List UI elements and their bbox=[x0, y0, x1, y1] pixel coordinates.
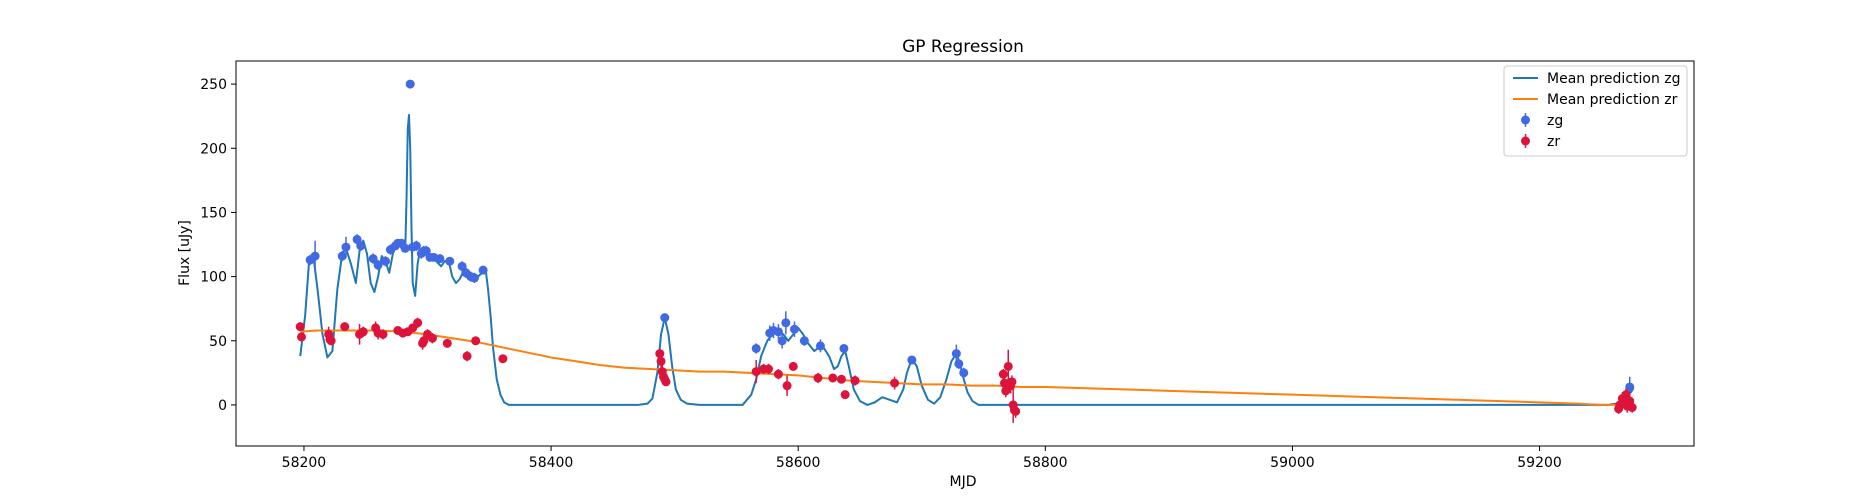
data-point bbox=[311, 252, 320, 261]
data-point bbox=[907, 356, 916, 365]
data-point bbox=[297, 332, 306, 341]
data-point bbox=[327, 336, 336, 345]
data-point bbox=[839, 344, 848, 353]
y-tick-label: 200 bbox=[200, 141, 227, 157]
data-point bbox=[1004, 362, 1013, 371]
legend: Mean prediction zg Mean prediction zr zg… bbox=[1504, 66, 1687, 156]
data-point bbox=[471, 336, 480, 345]
legend-label-zr-points: zr bbox=[1547, 134, 1560, 150]
data-point bbox=[359, 327, 368, 336]
x-tick-label: 58800 bbox=[1023, 455, 1068, 471]
data-point bbox=[774, 370, 783, 379]
data-point bbox=[1007, 377, 1016, 386]
legend-swatch-zg-points bbox=[1521, 116, 1530, 125]
legend-swatch-zr-points bbox=[1521, 137, 1530, 146]
y-tick-label: 0 bbox=[218, 398, 227, 414]
x-tick-label: 58200 bbox=[282, 455, 327, 471]
data-point bbox=[655, 349, 664, 358]
y-tick-label: 150 bbox=[200, 205, 227, 221]
data-point bbox=[789, 362, 798, 371]
data-point bbox=[837, 375, 846, 384]
data-point bbox=[752, 344, 761, 353]
data-point bbox=[463, 352, 472, 361]
data-point bbox=[341, 243, 350, 252]
legend-label-zg-line: Mean prediction zg bbox=[1547, 71, 1681, 87]
x-tick-label: 58600 bbox=[776, 455, 821, 471]
data-point bbox=[813, 373, 822, 382]
data-point bbox=[470, 273, 479, 282]
data-point bbox=[445, 257, 454, 266]
data-point bbox=[790, 325, 799, 334]
data-point bbox=[428, 334, 437, 343]
chart-title: GP Regression bbox=[902, 37, 1024, 57]
data-point bbox=[851, 376, 860, 385]
data-point bbox=[764, 365, 773, 374]
data-point bbox=[296, 322, 305, 331]
y-tick-label: 250 bbox=[200, 77, 227, 93]
data-point bbox=[657, 357, 666, 366]
data-point bbox=[816, 341, 825, 350]
data-point bbox=[660, 313, 669, 322]
data-point bbox=[778, 336, 787, 345]
data-point bbox=[959, 368, 968, 377]
y-tick-label: 100 bbox=[200, 270, 227, 286]
data-point bbox=[443, 339, 452, 348]
data-point bbox=[954, 359, 963, 368]
data-point bbox=[781, 318, 790, 327]
x-tick-label: 59200 bbox=[1517, 455, 1562, 471]
legend-label-zr-line: Mean prediction zr bbox=[1547, 92, 1678, 108]
data-point bbox=[498, 354, 507, 363]
y-axis-label: Flux [uJy] bbox=[177, 220, 193, 286]
data-point bbox=[406, 80, 415, 89]
data-point bbox=[381, 257, 390, 266]
x-tick-label: 58400 bbox=[529, 455, 574, 471]
data-point bbox=[1628, 403, 1637, 412]
data-point bbox=[379, 330, 388, 339]
data-point bbox=[340, 322, 349, 331]
data-point bbox=[800, 336, 809, 345]
data-point bbox=[479, 266, 488, 275]
data-point bbox=[952, 349, 961, 358]
data-point bbox=[661, 377, 670, 386]
data-point bbox=[435, 254, 444, 263]
data-point bbox=[890, 379, 899, 388]
x-tick-label: 59000 bbox=[1270, 455, 1315, 471]
data-point bbox=[413, 318, 422, 327]
data-point bbox=[841, 390, 850, 399]
data-point bbox=[999, 370, 1008, 379]
data-point bbox=[356, 241, 365, 250]
data-point bbox=[828, 373, 837, 382]
y-tick-label: 50 bbox=[209, 334, 227, 350]
data-point bbox=[783, 381, 792, 390]
x-axis-label: MJD bbox=[950, 474, 977, 490]
data-point bbox=[412, 241, 421, 250]
legend-label-zg-points: zg bbox=[1547, 113, 1563, 129]
data-point bbox=[1011, 407, 1020, 416]
